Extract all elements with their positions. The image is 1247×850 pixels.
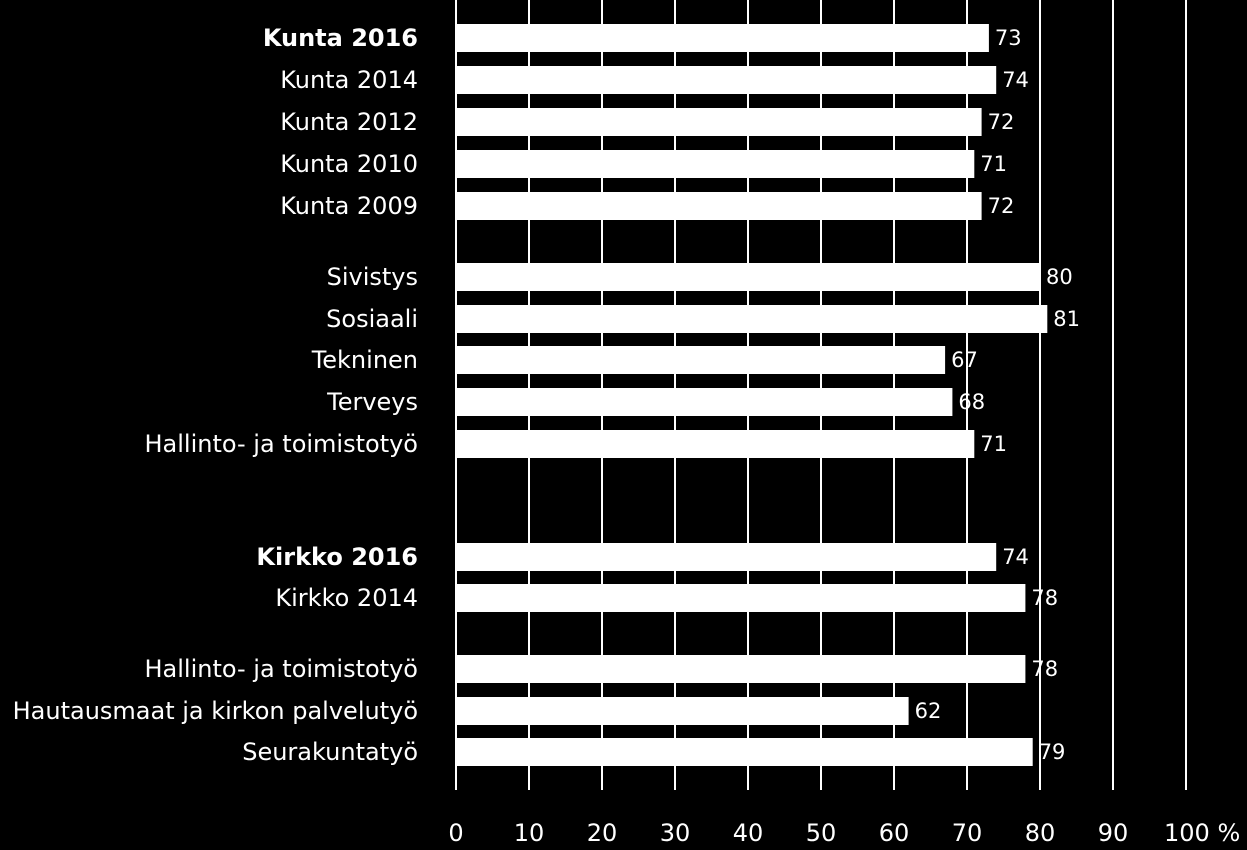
x-tick-label: 90 bbox=[1098, 819, 1129, 847]
x-tick-label: 30 bbox=[660, 819, 691, 847]
category-label: Sosiaali bbox=[326, 305, 418, 333]
bar bbox=[456, 655, 1026, 683]
bar bbox=[456, 697, 909, 725]
bar-value-label: 78 bbox=[1031, 586, 1058, 610]
x-tick-label: 40 bbox=[733, 819, 764, 847]
bar bbox=[456, 192, 982, 220]
category-label: Kirkko 2014 bbox=[275, 584, 418, 612]
bar bbox=[456, 543, 997, 571]
category-label: Hallinto- ja toimistotyö bbox=[144, 430, 418, 458]
bar-value-label: 73 bbox=[995, 26, 1022, 50]
bar bbox=[456, 388, 953, 416]
bar-value-label: 71 bbox=[980, 152, 1007, 176]
category-label: Kunta 2016 bbox=[263, 24, 418, 52]
bar bbox=[456, 150, 975, 178]
bar-value-label: 74 bbox=[1002, 545, 1029, 569]
category-label: Hautausmaat ja kirkon palvelutyö bbox=[13, 697, 418, 725]
x-tick-label: 10 bbox=[514, 819, 545, 847]
bar bbox=[456, 305, 1048, 333]
category-label: Kunta 2009 bbox=[280, 192, 418, 220]
x-tick-label: 50 bbox=[806, 819, 837, 847]
bar bbox=[456, 24, 989, 52]
bar-value-label: 81 bbox=[1053, 307, 1080, 331]
bar-value-label: 67 bbox=[951, 348, 978, 372]
category-label: Kirkko 2016 bbox=[256, 543, 418, 571]
bar-value-label: 79 bbox=[1039, 740, 1066, 764]
bar bbox=[456, 66, 997, 94]
bar bbox=[456, 346, 946, 374]
bar-value-label: 72 bbox=[988, 194, 1015, 218]
category-label: Kunta 2014 bbox=[280, 66, 418, 94]
bar-value-label: 71 bbox=[980, 432, 1007, 456]
category-label: Hallinto- ja toimistotyö bbox=[144, 655, 418, 683]
x-tick-label: 60 bbox=[879, 819, 910, 847]
bar bbox=[456, 108, 982, 136]
category-label: Tekninen bbox=[311, 346, 418, 374]
x-tick-label: 20 bbox=[587, 819, 618, 847]
bar bbox=[456, 430, 975, 458]
bar-value-label: 78 bbox=[1031, 657, 1058, 681]
x-tick-label: 70 bbox=[952, 819, 983, 847]
category-label: Terveys bbox=[326, 388, 418, 416]
x-tick-label: 80 bbox=[1025, 819, 1056, 847]
category-label: Sivistys bbox=[327, 263, 418, 291]
x-tick-label: 100 % bbox=[1164, 819, 1240, 847]
bar bbox=[456, 738, 1033, 766]
bar bbox=[456, 584, 1026, 612]
x-tick-label: 0 bbox=[448, 819, 463, 847]
bar-value-label: 72 bbox=[988, 110, 1015, 134]
bar-value-label: 62 bbox=[915, 699, 942, 723]
bar-value-label: 80 bbox=[1046, 265, 1073, 289]
category-label: Seurakuntatyö bbox=[242, 738, 418, 766]
bar-value-label: 74 bbox=[1002, 68, 1029, 92]
category-label: Kunta 2010 bbox=[280, 150, 418, 178]
category-label: Kunta 2012 bbox=[280, 108, 418, 136]
bar-value-label: 68 bbox=[958, 390, 985, 414]
bar bbox=[456, 263, 1040, 291]
